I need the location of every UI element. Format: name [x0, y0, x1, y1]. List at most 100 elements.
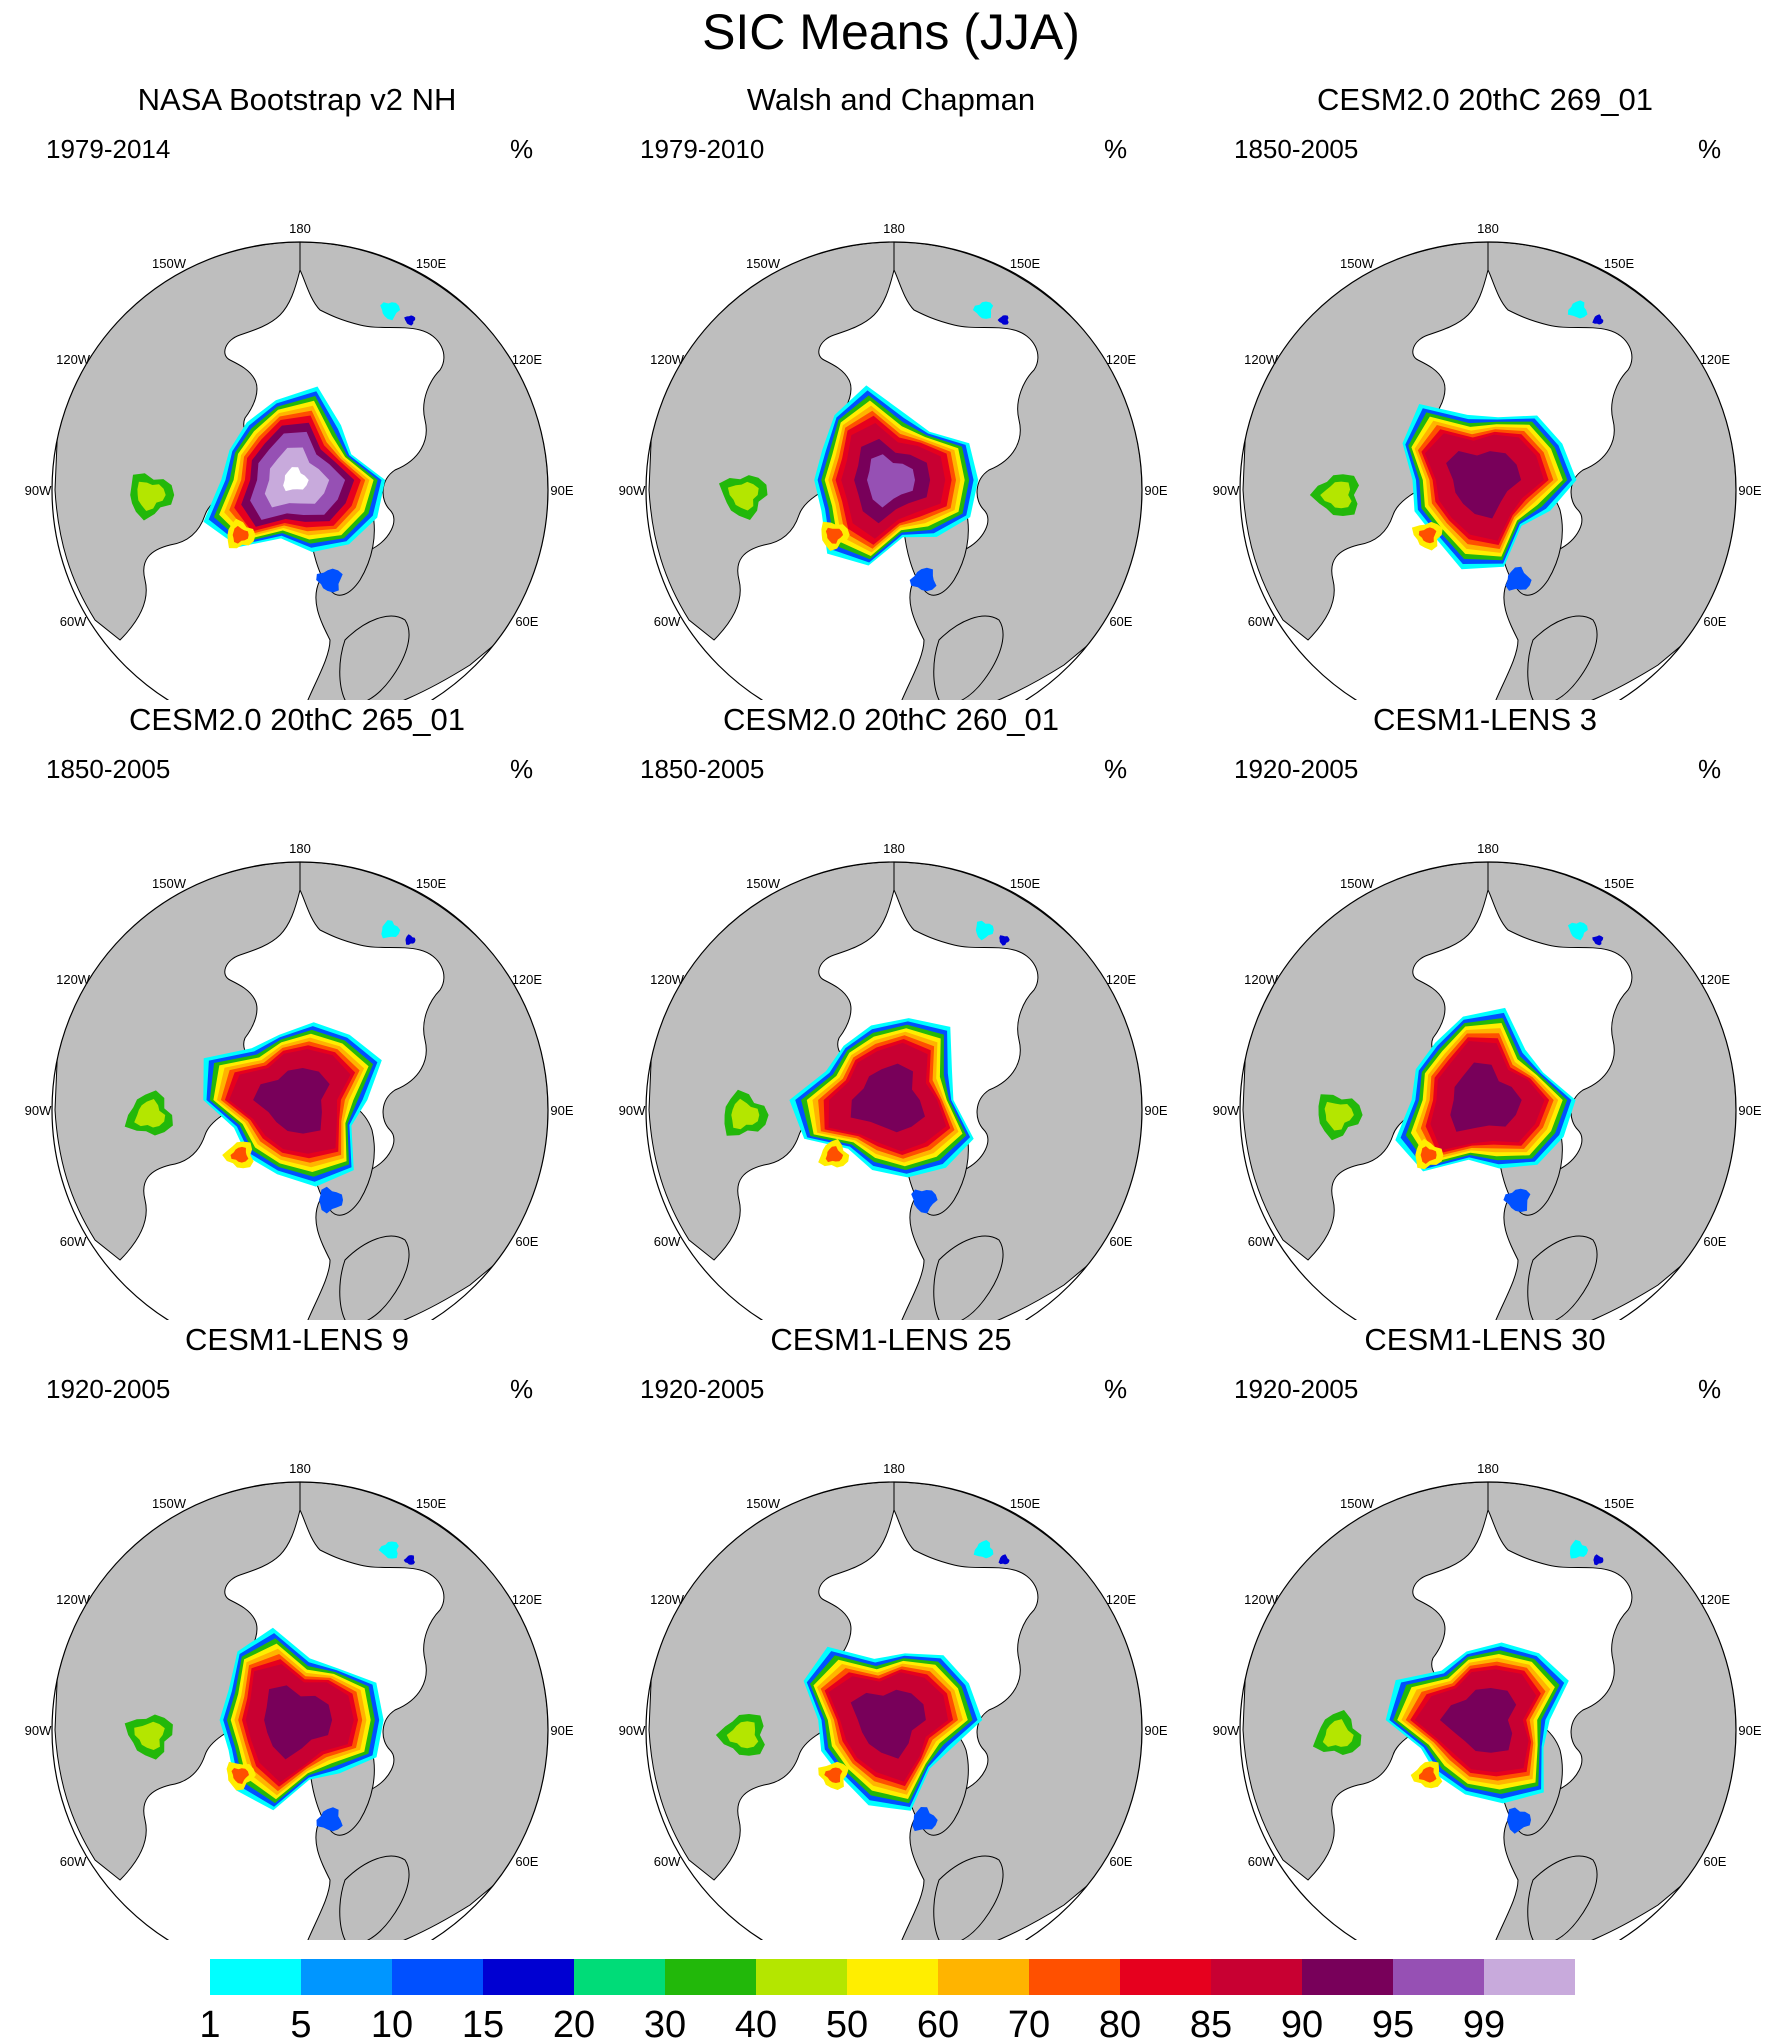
- longitude-label: 60E: [1109, 1854, 1132, 1869]
- longitude-label: 60W: [654, 1234, 681, 1249]
- map-panel: CESM2.0 20thC 269_01 1850-2005% 180 150E 120…: [1188, 80, 1782, 700]
- colorbar-swatch: [1029, 1959, 1120, 1995]
- sea-ice-field: [124, 920, 416, 1214]
- longitude-label: 60E: [1109, 1234, 1132, 1249]
- panel-units: %: [1104, 754, 1128, 784]
- colorbar-label: 5: [290, 2004, 311, 2043]
- longitude-label: 120W: [56, 352, 91, 367]
- longitude-label: 120E: [1700, 972, 1731, 987]
- longitude-label: 60W: [1248, 1234, 1275, 1249]
- panel-period: 1979-2014: [46, 134, 171, 164]
- longitude-label: 180: [883, 221, 905, 236]
- figure-title: SIC Means (JJA): [702, 4, 1080, 60]
- longitude-label: 150W: [152, 256, 187, 271]
- panel-units: %: [1698, 754, 1722, 784]
- sea-ice-field: [124, 1541, 415, 1832]
- colorbar-label: 30: [644, 2004, 686, 2043]
- longitude-label: 60W: [60, 1234, 87, 1249]
- longitude-label: 150E: [1604, 1496, 1635, 1511]
- sea-ice-field: [719, 301, 1009, 592]
- colorbar-label: 10: [371, 2004, 413, 2043]
- panel-period: 1920-2005: [640, 1374, 765, 1404]
- polar-map: 180150E120E90E60E30E030W60W90W120W150W: [619, 221, 1168, 700]
- colorbar-label: 60: [917, 2004, 959, 2043]
- longitude-label: 120E: [512, 1592, 543, 1607]
- panel-title: CESM1-LENS 9: [185, 1322, 409, 1357]
- map-panel: Walsh and Chapman 1979-2010% 180 150E 120E 90…: [594, 80, 1188, 700]
- longitude-label: 120W: [1244, 1592, 1279, 1607]
- longitude-label: 150W: [746, 876, 781, 891]
- polar-map: 180150E120E90E60E30E030W60W90W120W150W: [619, 841, 1168, 1320]
- longitude-label: 150E: [416, 1496, 447, 1511]
- map-panel: CESM1-LENS 91920-2005%180150E120E90E60E3…: [0, 1320, 594, 1940]
- longitude-label: 90E: [1738, 1723, 1761, 1738]
- longitude-label: 120W: [650, 352, 685, 367]
- panel-period: 1920-2005: [46, 1374, 171, 1404]
- colorbar-swatch: [392, 1959, 483, 1995]
- panel-period: 1920-2005: [1234, 754, 1359, 784]
- longitude-label: 60W: [60, 1854, 87, 1869]
- colorbar-swatch: [1302, 1959, 1393, 1995]
- longitude-label: 120W: [650, 972, 685, 987]
- panel-title: CESM1-LENS 30: [1364, 1322, 1606, 1357]
- longitude-label: 120E: [1700, 1592, 1731, 1607]
- longitude-label: 150E: [1604, 876, 1635, 891]
- land-mass: [339, 615, 410, 700]
- colorbar-swatch: [1120, 1959, 1211, 1995]
- longitude-label: 60W: [654, 614, 681, 629]
- longitude-label: 180: [1477, 1461, 1499, 1476]
- longitude-label: 180: [289, 221, 311, 236]
- longitude-label: 120W: [650, 1592, 685, 1607]
- longitude-label: 180: [883, 1461, 905, 1476]
- land-mass: [1527, 1235, 1598, 1320]
- longitude-label: 180: [289, 841, 311, 856]
- longitude-label: 90E: [1738, 483, 1761, 498]
- longitude-label: 90W: [25, 1723, 52, 1738]
- panel-units: %: [1104, 1374, 1128, 1404]
- panel-period: 1850-2005: [1234, 134, 1359, 164]
- longitude-label: 120E: [512, 972, 543, 987]
- colorbar-label: 40: [735, 2004, 777, 2043]
- colorbar: 1 5 10 15 20 30 40 50 60 70 80 85 90 95 99: [199, 1959, 1575, 2043]
- longitude-label: 120E: [512, 352, 543, 367]
- colorbar-swatch: [847, 1959, 938, 1995]
- longitude-label: 90W: [1213, 1723, 1240, 1738]
- longitude-label: 180: [289, 1461, 311, 1476]
- land-mass: [339, 1855, 410, 1940]
- longitude-label: 90E: [1144, 1103, 1167, 1118]
- longitude-label: 60E: [515, 1234, 538, 1249]
- panel-period: 1920-2005: [1234, 1374, 1359, 1404]
- panel-title: NASA Bootstrap v2 NH: [137, 82, 457, 117]
- sea-ice-field: [715, 1540, 1010, 1832]
- panel-title: Walsh and Chapman: [746, 82, 1036, 117]
- longitude-label: 150W: [1340, 876, 1375, 891]
- colorbar-label: 15: [462, 2004, 504, 2043]
- polar-map: 180150E120E90E60E30E030W60W90W120W150W: [25, 1461, 574, 1940]
- colorbar-swatch: [1484, 1959, 1575, 1995]
- panel-title: CESM2.0 20thC 265_01: [128, 702, 466, 737]
- map-panel: CESM2.0 20thC 260_01 1850-2005% 180 150E 120…: [594, 700, 1188, 1320]
- land-mass: [933, 615, 1004, 700]
- longitude-label: 60W: [1248, 614, 1275, 629]
- longitude-label: 120W: [1244, 352, 1279, 367]
- longitude-label: 90E: [1738, 1103, 1761, 1118]
- sea-ice-field: [1309, 300, 1604, 591]
- colorbar-label: 80: [1099, 2004, 1141, 2043]
- longitude-label: 150W: [152, 1496, 187, 1511]
- land-mass: [339, 1235, 410, 1320]
- longitude-label: 150W: [1340, 1496, 1375, 1511]
- longitude-label: 90W: [1213, 1103, 1240, 1118]
- longitude-label: 150W: [746, 256, 781, 271]
- longitude-label: 60E: [1703, 1234, 1726, 1249]
- longitude-label: 180: [883, 841, 905, 856]
- longitude-label: 120E: [1106, 972, 1137, 987]
- longitude-label: 90E: [1144, 1723, 1167, 1738]
- panel-units: %: [1698, 134, 1722, 164]
- colorbar-label: 90: [1281, 2004, 1323, 2043]
- longitude-label: 60W: [1248, 1854, 1275, 1869]
- colorbar-label: 20: [553, 2004, 595, 2043]
- colorbar-label: 85: [1190, 2004, 1232, 2043]
- longitude-label: 60W: [60, 614, 87, 629]
- longitude-label: 90W: [619, 483, 646, 498]
- colorbar-swatch: [756, 1959, 847, 1995]
